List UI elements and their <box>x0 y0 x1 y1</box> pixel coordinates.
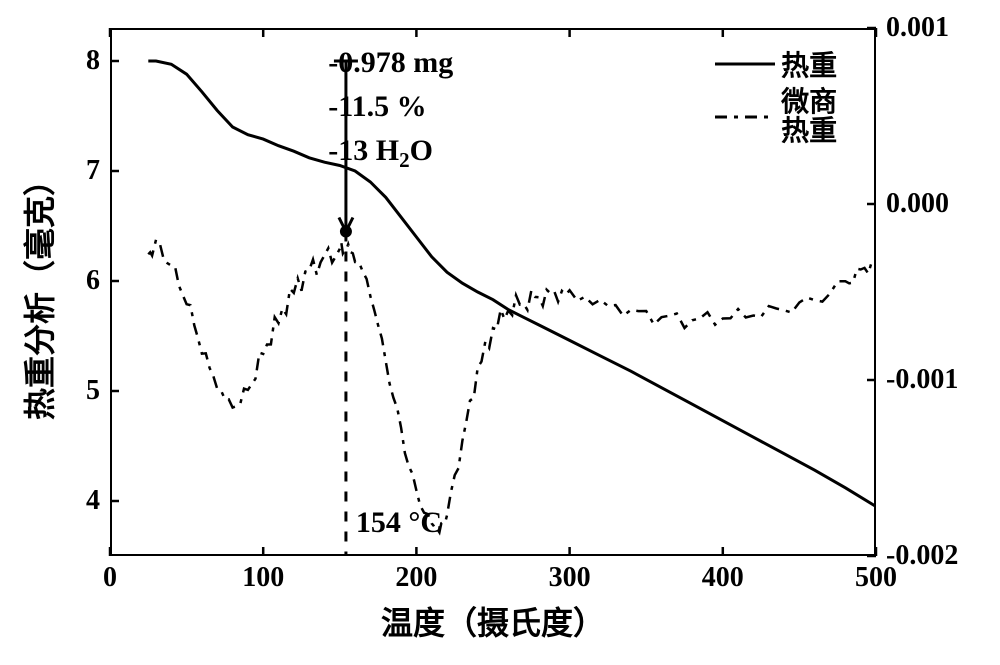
y-left-tick-label: 8 <box>86 45 100 77</box>
x-tick-label: 0 <box>103 562 117 594</box>
y-right-tick-label: 0.001 <box>886 12 949 44</box>
y-right-tick-label: 0.000 <box>886 188 949 220</box>
x-tick-label: 100 <box>242 562 284 594</box>
x-tick-label: 300 <box>549 562 591 594</box>
chart-svg <box>0 0 1000 665</box>
dtg-line <box>148 240 876 533</box>
y-left-tick-label: 7 <box>86 155 100 187</box>
y-left-tick-label: 6 <box>86 265 100 297</box>
y-right-tick-label: -0.002 <box>886 540 958 572</box>
y-left-tick-label: 5 <box>86 375 100 407</box>
x-tick-label: 400 <box>702 562 744 594</box>
x-tick-label: 200 <box>395 562 437 594</box>
tg-line <box>148 61 876 507</box>
y-right-tick-label: -0.001 <box>886 364 958 396</box>
y-left-tick-label: 4 <box>86 485 100 517</box>
